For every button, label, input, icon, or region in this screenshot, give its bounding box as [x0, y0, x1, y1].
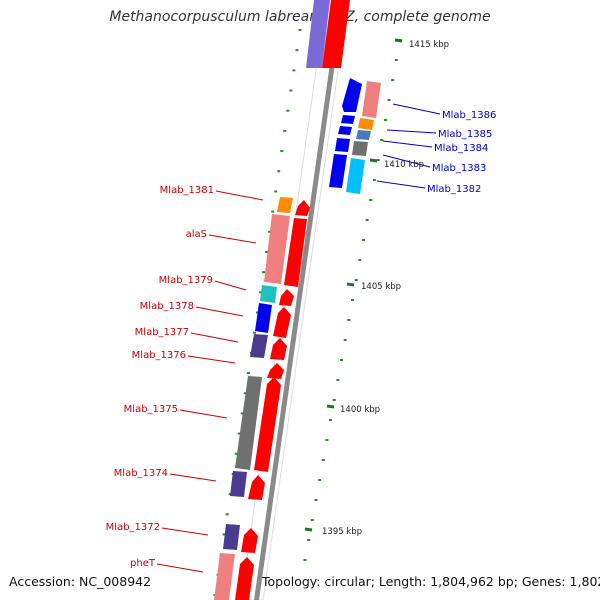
feature-1372 — [223, 524, 240, 550]
gene-label-left: Mlab_1376 — [132, 350, 186, 361]
accession-label: Accession: NC_008942 — [9, 574, 152, 589]
major-tick — [394, 38, 403, 43]
gene-label-left: Mlab_1378 — [140, 301, 194, 312]
feature-1385-b — [356, 130, 371, 140]
feature-1386-b — [362, 81, 381, 118]
label-leader — [179, 409, 228, 419]
label-leader — [190, 332, 239, 343]
feature-1385 — [358, 118, 374, 130]
feature-1379 — [260, 285, 277, 303]
major-tick — [369, 158, 378, 163]
feature-arrow-3 — [335, 138, 350, 152]
feature-1375-gray — [235, 376, 262, 470]
gene-label-left: alaS — [186, 229, 207, 240]
tick-label: 1415 kbp — [409, 40, 449, 50]
feature-1384 — [352, 141, 368, 156]
gene-label-left: Mlab_1372 — [106, 522, 160, 533]
tick-marks: 1415 kbp 1410 kbp 1405 kbp 1400 kbp 1395 kbp — [213, 29, 449, 596]
feature-1372-red — [241, 528, 258, 553]
gene-label-left: Mlab_1377 — [135, 327, 189, 338]
tick-label: 1405 kbp — [361, 282, 401, 292]
feature-1377 — [250, 334, 268, 358]
feature-top-red — [322, 0, 350, 68]
gene-label-left: Mlab_1374 — [114, 468, 168, 479]
label-leader — [214, 280, 247, 291]
label-leader — [382, 154, 431, 168]
feature-1378 — [255, 303, 272, 333]
feature-1377-red — [270, 338, 287, 360]
tick-label: 1410 kbp — [384, 160, 424, 170]
feature-pheT-red — [235, 557, 254, 600]
feature-1379-red — [279, 289, 294, 306]
feature-1383 — [329, 154, 347, 188]
gene-label-right: Mlab_1383 — [432, 163, 486, 174]
feature-1382 — [346, 158, 365, 194]
label-leader — [392, 103, 441, 115]
feature-alaS-red — [284, 218, 307, 287]
feature-1381 — [277, 197, 293, 213]
feature-blocks — [214, 0, 381, 600]
label-leader — [215, 190, 264, 201]
backbone-gray — [254, 0, 344, 600]
gene-label-left: Mlab_1375 — [124, 404, 178, 415]
feature-1374 — [230, 471, 247, 497]
gene-label-left: pheT — [130, 558, 156, 569]
feature-1378-red — [273, 307, 291, 338]
label-leader — [169, 473, 217, 482]
gene-label-right: Mlab_1382 — [427, 184, 481, 195]
feature-pheT-pink — [214, 553, 235, 600]
topology-label: Topology: circular; Length: 1,804,962 bp… — [262, 574, 600, 589]
feature-alaS-pink — [264, 214, 290, 284]
feature-1375-red — [254, 377, 281, 472]
feature-top-purple — [306, 0, 330, 68]
feature-arrow-1 — [341, 115, 355, 124]
major-tick — [326, 404, 335, 409]
feature-1376-red — [267, 363, 284, 379]
major-tick — [304, 527, 313, 532]
map-title: Methanocorpusculum labreanum Z, complete… — [109, 9, 491, 25]
tick-label: 1395 kbp — [322, 527, 362, 537]
label-leader — [376, 180, 426, 189]
label-leader — [156, 563, 204, 573]
feature-1374-red — [248, 475, 265, 500]
gene-label-right: Mlab_1384 — [434, 143, 488, 154]
label-leader — [187, 355, 236, 364]
label-leader — [382, 140, 433, 148]
tick-label: 1400 kbp — [340, 405, 380, 415]
label-leader — [195, 306, 244, 317]
gene-labels: Mlab_1386 Mlab_1385 Mlab_1384 Mlab_1383 Mlab… — [106, 103, 496, 573]
gene-label-left: Mlab_1381 — [160, 185, 214, 196]
backbone-white — [240, 0, 349, 600]
gene-label-left: Mlab_1379 — [159, 275, 213, 286]
gene-label-right: Mlab_1386 — [442, 110, 496, 121]
feature-1386-a — [342, 78, 362, 112]
label-leader — [161, 527, 209, 536]
label-leader — [386, 129, 437, 134]
major-tick — [346, 282, 355, 287]
label-leader — [208, 234, 257, 244]
gene-label-right: Mlab_1385 — [438, 129, 492, 140]
feature-arrow-2 — [338, 126, 352, 135]
feature-1381-red — [295, 200, 310, 216]
